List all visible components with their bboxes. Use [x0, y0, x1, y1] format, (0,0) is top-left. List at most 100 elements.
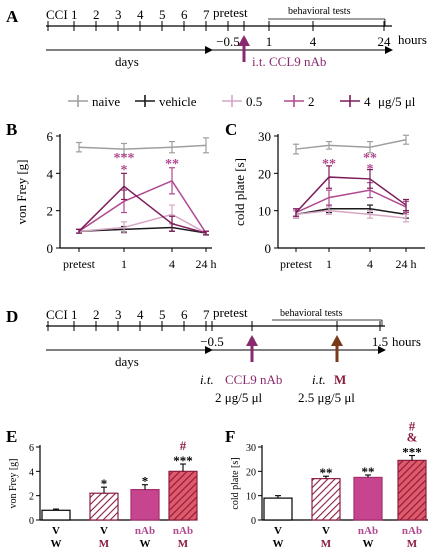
series-line	[78, 213, 207, 234]
y-tick-label: 10	[258, 204, 271, 219]
group-label-top: nAb	[358, 525, 378, 537]
m-injection-arrow-icon	[331, 335, 343, 346]
injection1-name: CCL9 nAb	[225, 372, 282, 387]
series-4	[76, 172, 209, 236]
significance-annotation: **	[165, 157, 179, 172]
y-axis-label: cold plate [s]	[230, 457, 241, 509]
day-tick-label: 7	[203, 7, 210, 22]
time-tick-label: 24	[378, 34, 392, 49]
series-naive	[76, 137, 209, 156]
significance-annotation: *	[121, 163, 128, 178]
injection1-dose: 2 μg/5 μl	[215, 390, 263, 405]
time-tick-label: 1.5	[372, 334, 388, 349]
bar	[130, 488, 160, 521]
series-line	[295, 176, 407, 214]
y-tick-label: 6	[29, 443, 34, 454]
group-label-bottom: M	[407, 538, 418, 550]
significance-annotation: *	[367, 162, 374, 177]
significance-star: **	[320, 465, 333, 480]
x-tick-label: 1	[326, 257, 332, 271]
legend-unit: μg/5 μl	[378, 94, 416, 109]
significance-star: ***	[402, 445, 422, 460]
time-tick-label: 4	[310, 34, 317, 49]
nab-injection-arrow-icon	[246, 335, 258, 346]
behavioral-tests-label: behavioral tests	[288, 6, 351, 17]
significance-mark: &	[407, 430, 418, 445]
y-tick-label: 4	[29, 467, 34, 478]
bar	[353, 476, 383, 521]
series-4	[293, 165, 409, 217]
significance-annotation: ***	[114, 151, 135, 166]
x-tick-label: 24 h	[196, 257, 217, 271]
x-tick-label: 24 h	[396, 257, 417, 271]
injection2-prefix: i.t.	[312, 372, 326, 387]
group-label-bottom: W	[363, 538, 374, 550]
day-tick-label: 3	[115, 307, 122, 322]
behavioral-tests-label-d: behavioral tests	[280, 308, 343, 319]
significance-mark: #	[180, 438, 187, 453]
bar	[41, 509, 71, 521]
day-tick-label: 3	[115, 7, 122, 22]
day-tick-label: 6	[181, 7, 188, 22]
x-tick-label: 4	[367, 257, 373, 271]
significance-star: **	[362, 464, 375, 479]
pretest-label-d: pretest	[213, 305, 248, 320]
panel-a-letter: A	[6, 7, 19, 26]
group-label-top: V	[100, 525, 108, 537]
bar-group: VW	[41, 508, 71, 550]
cci-label-d: CCI	[46, 307, 68, 322]
y-tick-label: 0	[29, 516, 34, 527]
group-label-top: nAb	[173, 525, 193, 537]
cci-label: CCI	[46, 7, 68, 22]
y-tick-label: 4	[47, 166, 54, 181]
hours-label: hours	[398, 32, 427, 47]
series-line	[78, 144, 207, 150]
group-label-top: nAb	[135, 525, 155, 537]
y-axis-label: cold plate [s]	[232, 158, 247, 226]
legend: naive vehicle 0.5 2 4 μg/5 μl	[68, 94, 416, 109]
significance-annotation: **	[363, 151, 377, 166]
panel-e-letter: E	[6, 427, 17, 446]
bar-group: * VM	[89, 476, 119, 550]
day-tick-label: 5	[159, 7, 166, 22]
bar	[311, 478, 341, 521]
day-tick-label: 5	[159, 307, 166, 322]
bar	[89, 492, 119, 521]
y-axis-label: von Frey [g]	[14, 160, 29, 225]
significance-mark: #	[409, 419, 416, 434]
day-tick-label: 4	[137, 7, 144, 22]
y-tick-label: 30	[258, 129, 271, 144]
significance-star: *	[101, 476, 108, 491]
days-label-d: days	[115, 354, 139, 369]
bar-group: VW	[263, 495, 293, 550]
series-naive	[293, 134, 409, 155]
significance-star: *	[142, 474, 149, 489]
panel-b-letter: B	[6, 120, 17, 139]
series-line	[295, 189, 407, 214]
group-label-top: V	[52, 525, 60, 537]
time-tick-label: 1	[266, 34, 273, 49]
days-label: days	[115, 54, 139, 69]
injection2-dose: 2.5 μg/5 μl	[298, 390, 355, 405]
y-tick-label: 2	[47, 204, 54, 219]
significance-annotation: **	[322, 157, 336, 172]
day-tick-label: 1	[71, 307, 78, 322]
group-label-bottom: M	[178, 538, 189, 550]
y-axis-label: von Frey [g]	[8, 459, 19, 509]
legend-label: 2	[308, 94, 315, 109]
legend-label: 4	[364, 94, 371, 109]
x-tick-label: pretest	[280, 257, 313, 271]
group-label-bottom: M	[321, 538, 332, 550]
day-tick-label: 2	[93, 307, 100, 322]
series-line	[78, 185, 207, 234]
group-label-bottom: W	[51, 538, 62, 550]
y-tick-label: 20	[258, 166, 271, 181]
day-tick-label: 2	[93, 7, 100, 22]
